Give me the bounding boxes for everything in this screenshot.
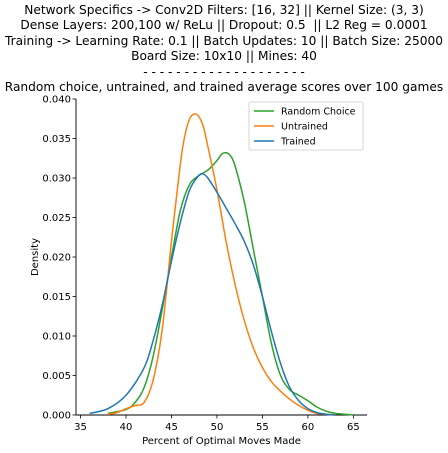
series-line-2: [89, 172, 336, 416]
x-tick-label: 60: [302, 422, 315, 433]
chart-title: Network Specifics -> Conv2D Filters: [16…: [0, 3, 448, 95]
y-tick-label: 0.040: [42, 95, 71, 106]
x-tick-label: 65: [347, 422, 360, 433]
title-line-2: Dense Layers: 200,100 w/ ReLu || Dropout…: [20, 18, 428, 33]
y-tick-label: 0.015: [42, 292, 71, 303]
title-line-5: - - - - - - - - - - - - - - - - - - - -: [143, 64, 305, 79]
legend-box: [248, 101, 364, 151]
series-line-1: [107, 113, 336, 416]
y-tick-label: 0.035: [42, 134, 71, 145]
x-tick-label: 35: [74, 422, 87, 433]
y-tick-label: 0.010: [42, 332, 71, 343]
title-line-4: Board Size: 10x10 || Mines: 40: [131, 49, 317, 64]
chart-lines: [89, 113, 354, 416]
legend-label-2: Trained: [280, 137, 316, 148]
x-tick-label: 50: [211, 422, 224, 433]
legend-label-0: Random Choice: [281, 107, 356, 118]
x-tick-label: 40: [120, 422, 133, 433]
series-line-0: [107, 151, 354, 416]
x-tick-label: 45: [165, 422, 178, 433]
legend-label-1: Untrained: [281, 122, 328, 133]
y-tick-label: 0.025: [42, 213, 71, 224]
y-tick-label: 0.005: [42, 371, 71, 382]
title-line-3: Training -> Learning Rate: 0.1 || Batch …: [4, 33, 443, 48]
chart-legend: Random Choice Untrained Trained: [248, 101, 364, 151]
y-tick-label: 0.030: [42, 174, 71, 185]
title-line-1: Network Specifics -> Conv2D Filters: [16…: [24, 3, 424, 17]
y-axis-label: Density: [30, 238, 41, 276]
x-tick-label: 55: [256, 422, 269, 433]
title-line-6: Random choice, untrained, and trained av…: [4, 80, 444, 95]
y-tick-label: 0.020: [42, 253, 71, 264]
x-axis-label: Percent of Optimal Moves Made: [142, 436, 301, 447]
y-tick-label: 0.000: [42, 411, 71, 422]
chart-axes: 35 40 45 50 55 60 65 0.000 0.005 0.010 0.015 0.020 0…: [30, 95, 367, 447]
